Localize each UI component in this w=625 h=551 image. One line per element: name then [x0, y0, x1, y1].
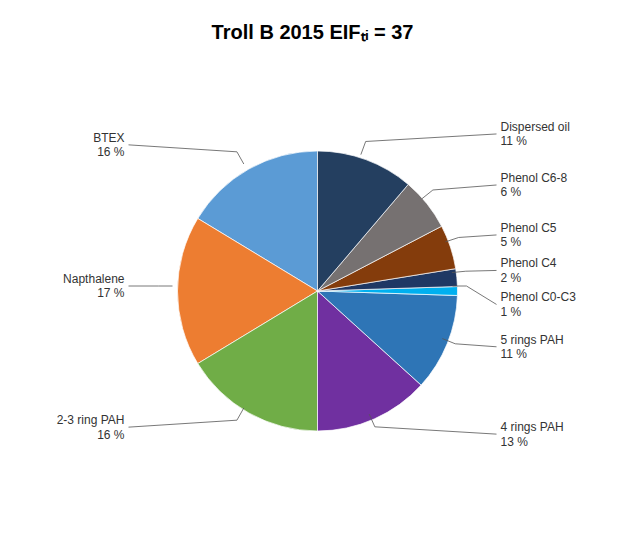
svg-text:Phenol C6-86 %: Phenol C6-86 %	[501, 171, 568, 199]
svg-text:5 rings PAH11 %: 5 rings PAH11 %	[501, 333, 564, 361]
html-text:Troll B 2015 EIFₜᵢ = 37: Troll B 2015 EIFₜᵢ = 37	[211, 21, 414, 43]
svg-text:4 rings PAH13 %: 4 rings PAH13 %	[501, 420, 564, 448]
svg-text:Phenol C0-C31 %: Phenol C0-C31 %	[501, 290, 577, 318]
svg-text:Napthalene17 %: Napthalene17 %	[63, 272, 125, 300]
svg-text:Dispersed oil11 %: Dispersed oil11 %	[501, 120, 570, 148]
svg-text:2-3 ring PAH16 %: 2-3 ring PAH16 %	[57, 413, 125, 441]
svg-text:Phenol C42 %: Phenol C42 %	[501, 256, 557, 284]
svg-text:BTEX16 %: BTEX16 %	[93, 131, 125, 159]
svg-text:Phenol C55 %: Phenol C55 %	[501, 221, 557, 249]
